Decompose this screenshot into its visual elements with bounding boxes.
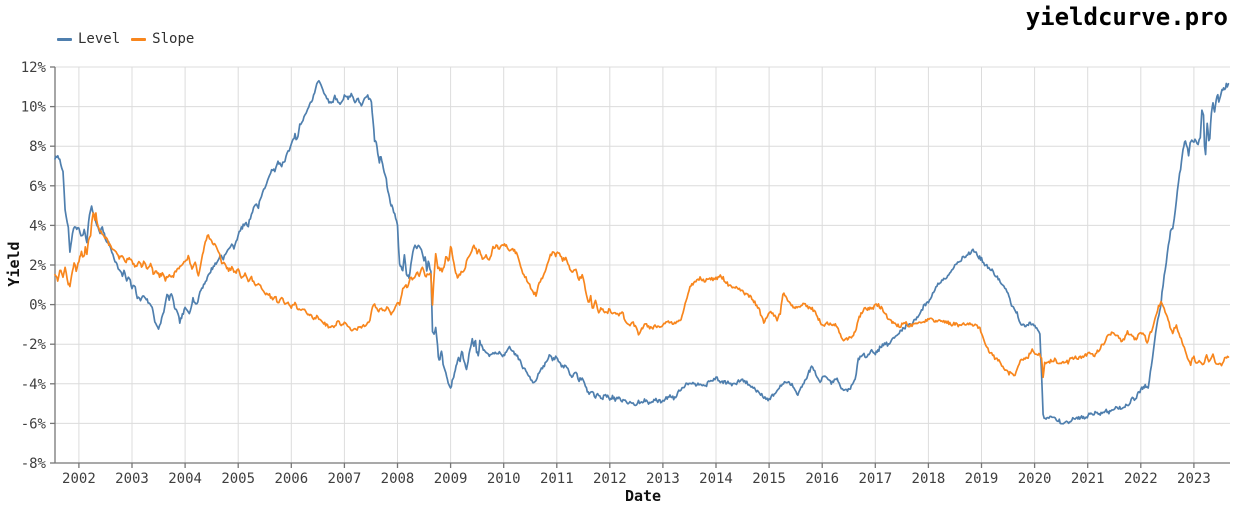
x-tick-label: 2020 xyxy=(1018,471,1052,487)
y-tick-label: 2% xyxy=(29,258,46,274)
x-tick-label: 2010 xyxy=(487,471,521,487)
slope-series-swatch-icon xyxy=(131,37,147,41)
level-series-swatch-icon xyxy=(57,37,72,41)
y-tick-label: 6% xyxy=(29,179,46,195)
legend-item-slope[interactable]: Slope xyxy=(131,31,194,47)
y-tick-label: -2% xyxy=(21,337,47,353)
x-tick-label: 2008 xyxy=(381,471,415,487)
x-tick-label: 2011 xyxy=(540,471,574,487)
brand-logo[interactable]: yieldcurve.pro xyxy=(1025,3,1228,31)
series-line-level[interactable] xyxy=(54,79,1230,425)
x-tick-label: 2002 xyxy=(62,471,96,487)
x-tick-label: 2014 xyxy=(699,471,733,487)
x-tick-label: 2003 xyxy=(115,471,149,487)
x-tick-label: 2015 xyxy=(752,471,786,487)
x-tick-label: 2012 xyxy=(593,471,627,487)
y-tick-label: -4% xyxy=(21,377,47,393)
x-tick-label: 2004 xyxy=(168,471,202,487)
y-tick-label: 0% xyxy=(29,298,46,314)
y-axis-title: Yield xyxy=(5,241,23,287)
x-axis-title: Date xyxy=(624,487,662,505)
x-tick-label: 2022 xyxy=(1124,471,1158,487)
y-tick-label: 10% xyxy=(21,100,47,116)
x-tick-label: 2006 xyxy=(274,471,308,487)
series-line-slope[interactable] xyxy=(54,212,1230,379)
legend-label-slope: Slope xyxy=(152,31,195,47)
chart-legend: Level Slope xyxy=(57,31,194,47)
x-tick-label: 2017 xyxy=(858,471,892,487)
legend-label-level: Level xyxy=(78,31,121,47)
y-tick-label: 4% xyxy=(29,218,46,234)
x-tick-label: 2019 xyxy=(965,471,999,487)
x-tick-label: 2021 xyxy=(1071,471,1105,487)
x-tick-label: 2016 xyxy=(805,471,839,487)
x-tick-label: 2005 xyxy=(221,471,255,487)
y-tick-label: -6% xyxy=(21,416,47,432)
legend-item-level[interactable]: Level xyxy=(57,31,120,47)
y-tick-label: 12% xyxy=(21,60,47,76)
x-tick-label: 2013 xyxy=(646,471,680,487)
y-tick-label: 8% xyxy=(29,139,46,155)
y-tick-label: -8% xyxy=(21,456,47,472)
x-tick-label: 2018 xyxy=(912,471,946,487)
x-tick-label: 2009 xyxy=(434,471,468,487)
x-tick-label: 2007 xyxy=(328,471,362,487)
x-tick-label: 2023 xyxy=(1177,471,1211,487)
